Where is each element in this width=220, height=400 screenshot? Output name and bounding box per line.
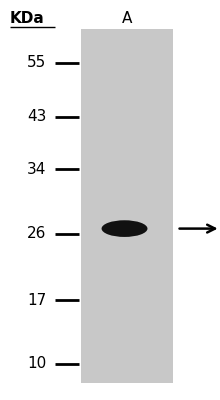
Text: KDa: KDa — [10, 10, 44, 26]
Ellipse shape — [102, 220, 147, 237]
Text: 10: 10 — [27, 356, 46, 371]
Text: 43: 43 — [27, 109, 46, 124]
Text: 26: 26 — [27, 226, 46, 241]
Text: 34: 34 — [27, 162, 46, 176]
Text: 55: 55 — [27, 56, 46, 70]
Text: 17: 17 — [27, 293, 46, 308]
Bar — [81, 29, 172, 383]
Text: A: A — [121, 10, 132, 26]
